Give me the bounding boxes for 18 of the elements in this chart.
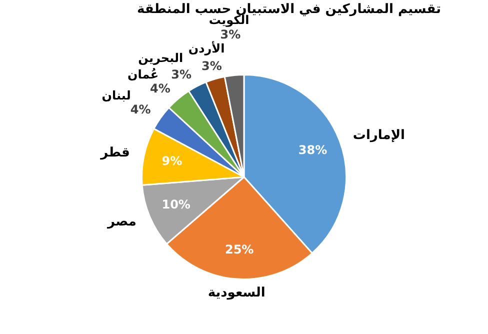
chart-title: تقسيم المشاركين في الاستبيان حسب المنطقة — [136, 2, 442, 17]
data-label: 4% — [130, 102, 151, 117]
slice-label: لبنان — [102, 88, 131, 103]
slice-label: عُمان — [128, 67, 159, 82]
data-label: 10% — [162, 198, 190, 212]
slice-label: مصر — [106, 214, 136, 230]
slice-label: السعودية — [208, 286, 266, 301]
data-label: 3% — [220, 27, 241, 42]
data-label: 3% — [202, 59, 222, 74]
slice-label: قطر — [100, 146, 130, 160]
slice-label: الأردن — [188, 40, 225, 56]
data-label: 3% — [171, 67, 192, 82]
data-label: 25% — [224, 242, 254, 257]
data-label: 4% — [150, 81, 170, 96]
slice-label: البحرين — [138, 50, 184, 65]
slice-label: الإمارات — [352, 128, 405, 143]
data-label: 38% — [298, 142, 328, 157]
data-label: 9% — [162, 154, 182, 168]
